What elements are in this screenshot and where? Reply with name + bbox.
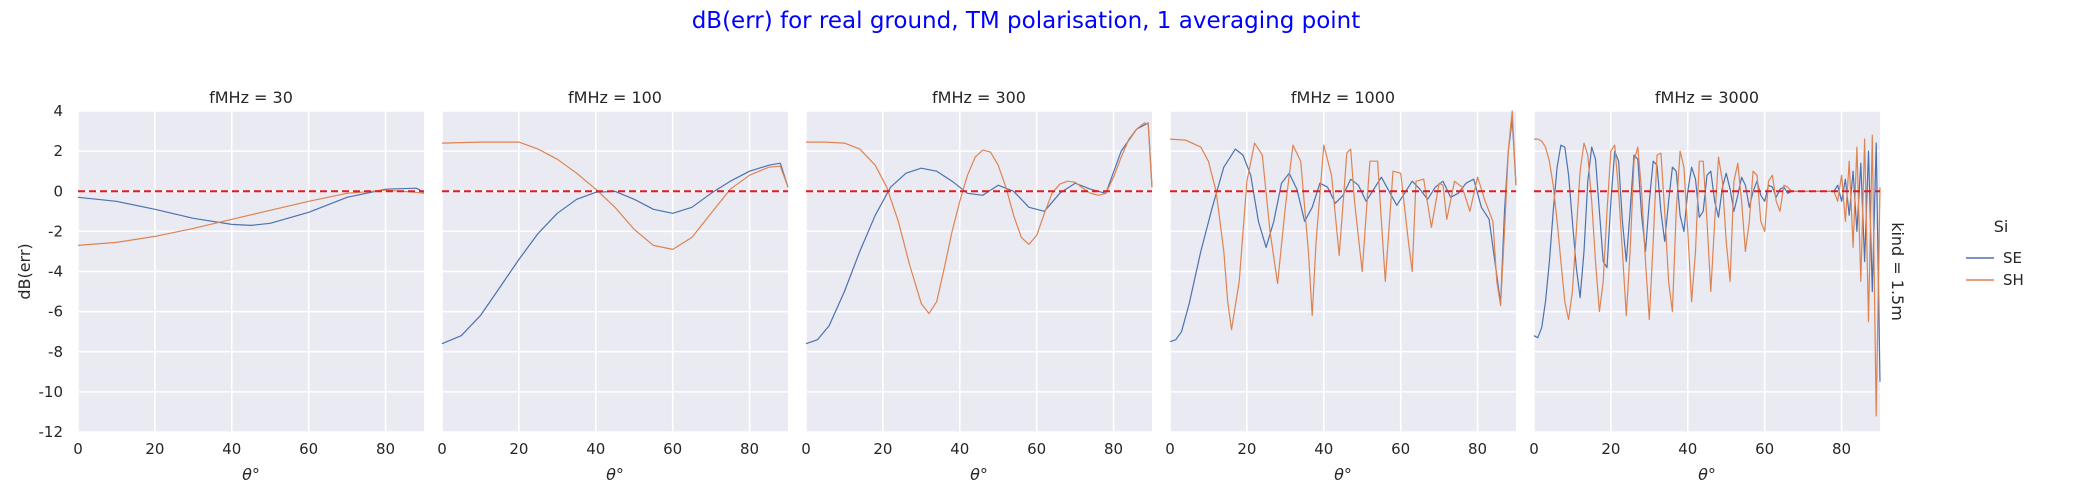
chart-title: dB(err) for real ground, TM polarisation… (692, 8, 1361, 34)
x-tick-label: 40 (222, 440, 241, 458)
y-axis-label: dB(err) (15, 243, 34, 299)
x-tick-label: 0 (1529, 440, 1539, 458)
x-tick-label: 20 (509, 440, 528, 458)
series-line-se (77, 187, 425, 226)
panel-title: fMHz = 300 (932, 88, 1026, 107)
y-tick-label: -10 (39, 383, 64, 401)
x-tick-label: 0 (437, 440, 447, 458)
x-tick-label: 20 (1237, 440, 1256, 458)
x-tick-label: 40 (1314, 440, 1333, 458)
legend-label-se: SE (2003, 249, 2022, 267)
y-tick-label: -4 (48, 263, 63, 281)
x-tick-label: 80 (1104, 440, 1123, 458)
series-line-sh (1169, 110, 1517, 331)
series-line-se (441, 162, 789, 345)
y-tick-label: 0 (53, 182, 63, 200)
x-axis-label: θ° (242, 465, 260, 484)
x-tick-label: 60 (1391, 440, 1410, 458)
legend-label-sh: SH (2003, 271, 2024, 289)
x-axis-label: θ° (1334, 465, 1352, 484)
facet-panel: fMHz = 300 20 40 60 80θ°420-2-4-6-8-10-12 (39, 88, 425, 484)
x-tick-label: 60 (1755, 440, 1774, 458)
legend: Si SE SH (1966, 217, 2024, 289)
x-tick-label: 60 (1027, 440, 1046, 458)
facet-panel: fMHz = 3000 0 20 40 60 80 θ° (1529, 88, 1881, 484)
x-tick-label: 80 (1832, 440, 1851, 458)
x-tick-label: 40 (950, 440, 969, 458)
x-tick-label: 20 (1601, 440, 1620, 458)
y-tick-label: -12 (39, 423, 64, 441)
facet-panel: fMHz = 1000 0 20 40 60 80 θ° (1165, 88, 1517, 484)
y-tick-label: -8 (48, 343, 63, 361)
row-facet-label: kind = 1.5m (1888, 222, 1907, 321)
facet-grid: fMHz = 300 20 40 60 80θ°420-2-4-6-8-10-12fMH… (39, 88, 1881, 484)
x-axis-label: θ° (606, 465, 624, 484)
x-tick-label: 60 (299, 440, 318, 458)
series-line-se (1169, 118, 1517, 343)
series-line-sh (441, 141, 789, 250)
x-tick-label: 80 (740, 440, 759, 458)
x-axis-label: θ° (1698, 465, 1716, 484)
x-tick-label: 40 (586, 440, 605, 458)
facet-panel: fMHz = 100 0 20 40 60 80 θ° (437, 88, 789, 484)
y-tick-label: -2 (48, 222, 63, 240)
x-tick-label: 0 (73, 440, 83, 458)
series-line-sh (77, 189, 425, 246)
x-tick-label: 20 (873, 440, 892, 458)
x-tick-label: 20 (145, 440, 164, 458)
facet-panel: fMHz = 300 0 20 40 60 80 θ° (801, 88, 1153, 484)
panel-title: fMHz = 3000 (1655, 88, 1759, 107)
x-tick-label: 80 (1468, 440, 1487, 458)
x-tick-label: 0 (801, 440, 811, 458)
panel-title: fMHz = 1000 (1291, 88, 1395, 107)
x-tick-label: 60 (663, 440, 682, 458)
y-tick-label: 2 (53, 142, 63, 160)
x-tick-label: 40 (1678, 440, 1697, 458)
x-tick-label: 80 (376, 440, 395, 458)
y-tick-label: 4 (53, 102, 63, 120)
series-line-sh (1534, 134, 1881, 417)
x-tick-label: 0 (1165, 440, 1175, 458)
series-line-sh (806, 122, 1153, 315)
x-axis-label: θ° (970, 465, 988, 484)
legend-title: Si (1994, 217, 2009, 236)
panel-title: fMHz = 100 (568, 88, 662, 107)
panel-title: fMHz = 30 (209, 88, 293, 107)
y-tick-label: -6 (48, 303, 63, 321)
